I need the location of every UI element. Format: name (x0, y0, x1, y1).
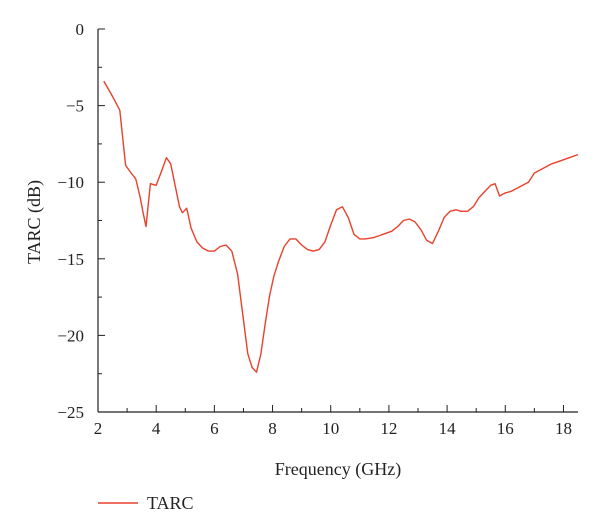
series-layer (103, 80, 579, 373)
x-tick-label: 16 (497, 419, 514, 438)
legend: TARC (98, 493, 194, 513)
series-line-tarc (103, 80, 579, 373)
y-tick-label: −5 (66, 97, 84, 116)
y-tick-label: 0 (76, 20, 85, 39)
y-axis-ticks: 0 −5 −10 −15 −20 −25 (57, 20, 105, 422)
x-tick-label: 6 (210, 419, 219, 438)
y-tick-label: −20 (57, 326, 84, 345)
x-tick-label: 10 (322, 419, 339, 438)
plot-frame (97, 29, 578, 413)
y-tick-label: −10 (57, 173, 84, 192)
x-tick-label: 2 (94, 419, 103, 438)
x-axis-title: Frequency (GHz) (275, 459, 401, 480)
y-tick-label: −25 (57, 403, 84, 422)
x-axis-ticks: 2 4 6 8 10 12 14 16 18 (94, 405, 572, 438)
y-axis-title: TARC (dB) (24, 180, 45, 264)
x-tick-label: 8 (268, 419, 277, 438)
x-tick-label: 4 (152, 419, 161, 438)
x-tick-label: 14 (439, 419, 457, 438)
legend-label-tarc: TARC (147, 493, 194, 513)
x-tick-label: 18 (555, 419, 572, 438)
x-tick-label: 12 (380, 419, 397, 438)
y-tick-label: −15 (57, 250, 84, 269)
